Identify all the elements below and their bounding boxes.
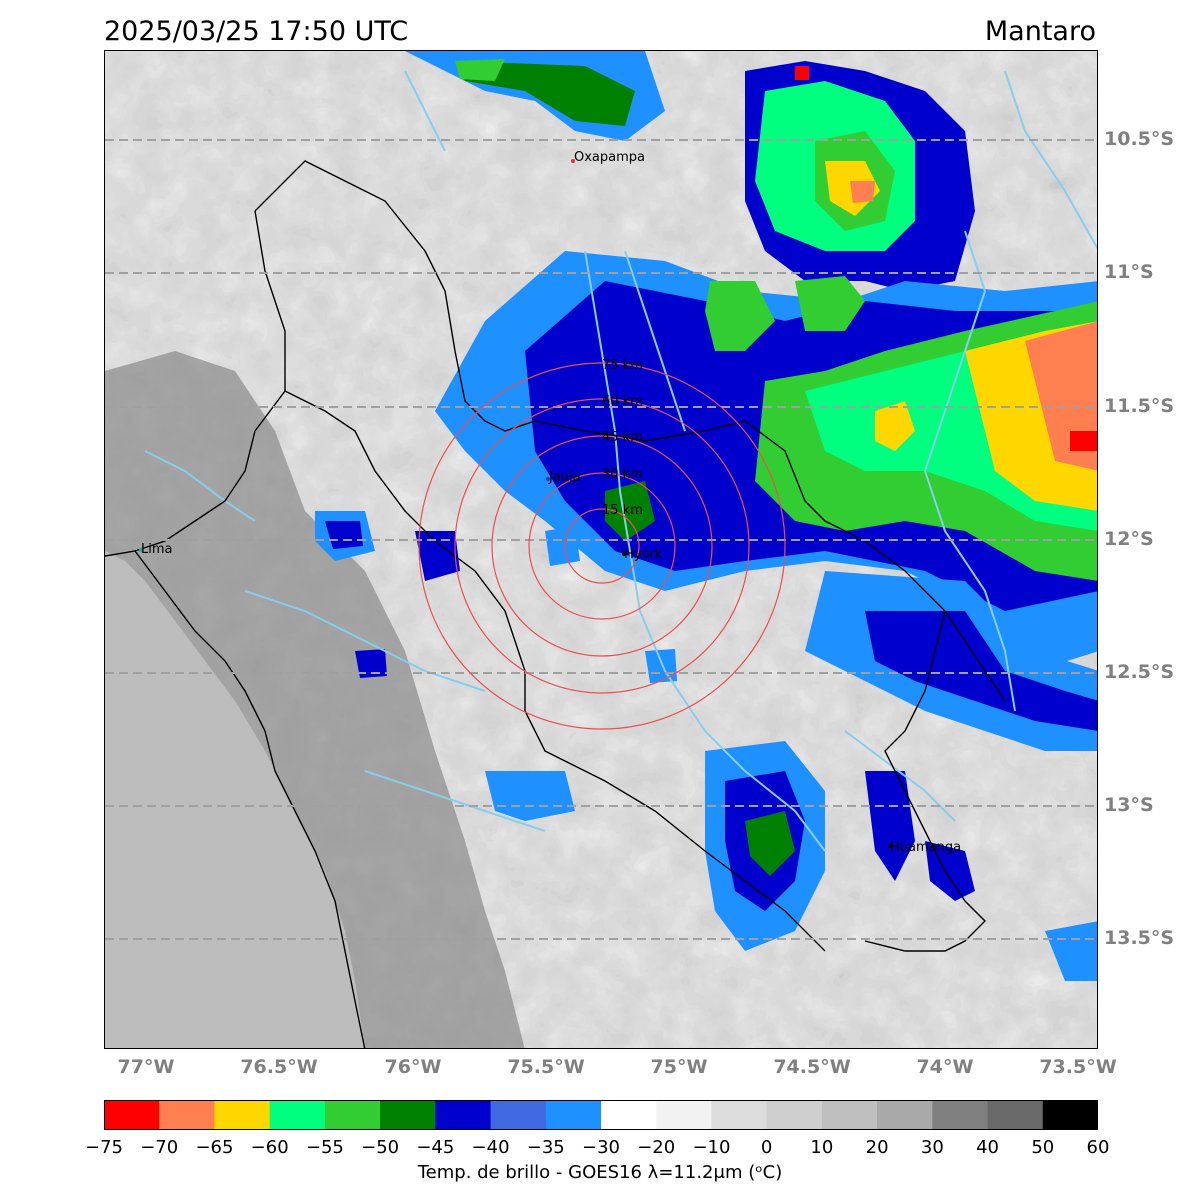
- city-dot-hyork: [622, 552, 626, 556]
- lat-label-12-5: 12.5°S: [1104, 661, 1175, 683]
- lon-label-73-5: 73.5°W: [1039, 1056, 1117, 1078]
- colorbar-swatch-4: [324, 1100, 381, 1130]
- department-borders: [105, 160, 1006, 1048]
- lon-label-76-5: 76.5°W: [240, 1056, 318, 1078]
- colorbar-swatch-9: [601, 1100, 657, 1130]
- colorbar-tick-label: −65: [195, 1137, 234, 1158]
- colorbar-tick-label: −10: [692, 1137, 731, 1158]
- colorbar-swatch-0: [104, 1100, 160, 1130]
- city-dot-huamanga: [888, 844, 892, 848]
- ring-label-75: 75 km: [602, 358, 643, 373]
- colorbar-swatch-2: [214, 1100, 271, 1130]
- colorbar-tick-label: 20: [865, 1137, 889, 1158]
- map-canvas: 15 km 30 km 45 km 60 km 75 km Oxapampa J…: [105, 51, 1097, 1048]
- city-label-oxapampa: Oxapampa: [574, 150, 645, 165]
- city-label-hyork: Hyork: [624, 547, 663, 562]
- lon-label-75: 75°W: [650, 1056, 708, 1078]
- colorbar-tick-label: −50: [361, 1137, 400, 1158]
- colorbar-tick-label: −45: [416, 1137, 455, 1158]
- cloud-tops: [315, 51, 1097, 981]
- colorbar-tick-label: −30: [582, 1137, 620, 1158]
- lat-label-11: 11°S: [1104, 261, 1154, 283]
- range-ring-60km: [454, 398, 750, 694]
- colorbar-swatch-16: [987, 1100, 1044, 1130]
- colorbar-tick-label: −20: [637, 1137, 676, 1158]
- lon-label-75-5: 75.5°W: [507, 1056, 585, 1078]
- colorbar-tick-label: −35: [526, 1137, 565, 1158]
- lon-label-74: 74°W: [916, 1056, 974, 1078]
- colorbar-swatch-1: [159, 1100, 215, 1130]
- lat-label-11-5: 11.5°S: [1104, 395, 1175, 417]
- colorbar-swatch-3: [269, 1100, 326, 1130]
- ocean: [105, 551, 365, 1048]
- city-dot-oxapampa: [571, 159, 575, 163]
- colorbar-swatch-6: [435, 1100, 492, 1130]
- city-label-lima: Lima: [141, 542, 172, 557]
- lat-label-13-5: 13.5°S: [1104, 927, 1175, 949]
- range-ring-45km: [491, 435, 713, 657]
- colorbar-tick-label: −75: [85, 1137, 123, 1158]
- lon-label-76: 76°W: [384, 1056, 442, 1078]
- colorbar-swatch-8: [545, 1100, 602, 1130]
- lon-label-74-5: 74.5°W: [773, 1056, 851, 1078]
- range-ring-15km: [564, 508, 640, 584]
- colorbar-swatch-11: [711, 1100, 768, 1130]
- colorbar-tick-label: 40: [976, 1137, 999, 1158]
- city-dot-lima: [139, 548, 143, 552]
- ring-label-45: 45 km: [602, 430, 643, 445]
- region-title: Mantaro: [984, 16, 1096, 47]
- colorbar-tick-label: 60: [1086, 1137, 1110, 1158]
- lat-label-13: 13°S: [1104, 794, 1154, 816]
- range-ring-labels: 15 km 30 km 45 km 60 km 75 km: [602, 358, 643, 518]
- ring-label-60: 60 km: [602, 394, 643, 409]
- range-ring-75km: [418, 362, 786, 730]
- colorbar-tick-label: 0: [760, 1137, 773, 1158]
- colorbar-swatch-17: [1042, 1100, 1098, 1130]
- ring-label-15: 15 km: [602, 503, 643, 518]
- colorbar-swatch-14: [877, 1100, 933, 1130]
- colorbar: [104, 1100, 1098, 1130]
- colorbar-tick-label: −55: [305, 1137, 344, 1158]
- colorbar-tick-label: −70: [140, 1137, 179, 1158]
- colorbar-tick-label: 30: [920, 1137, 944, 1158]
- lat-label-10-5: 10.5°S: [1104, 128, 1175, 150]
- colorbar-tick-label: −60: [250, 1137, 289, 1158]
- lon-label-77: 77°W: [117, 1056, 175, 1078]
- timestamp-title: 2025/03/25 17:50 UTC: [104, 16, 409, 47]
- lat-label-12: 12°S: [1104, 528, 1154, 550]
- colorbar-swatch-12: [766, 1100, 823, 1130]
- coastal-desert: [105, 351, 525, 1048]
- city-label-huamanga: Huamanga: [890, 840, 961, 855]
- latitude-gridlines: [105, 139, 1097, 940]
- colorbar-border: [104, 1100, 1098, 1130]
- city-dot-jauja: [546, 477, 550, 481]
- colorbar-swatch-10: [656, 1100, 712, 1130]
- city-markers: Oxapampa Jauja Lima Hyork Huamanga: [139, 150, 961, 855]
- colorbar-swatch-7: [490, 1100, 547, 1130]
- colorbar-swatch-15: [932, 1100, 989, 1130]
- colorbar-tick-label: 50: [1031, 1137, 1055, 1158]
- satellite-map[interactable]: 15 km 30 km 45 km 60 km 75 km Oxapampa J…: [104, 50, 1098, 1049]
- city-label-jauja: Jauja: [548, 470, 581, 485]
- colorbar-tick-label: −40: [471, 1137, 510, 1158]
- range-ring-30km: [528, 472, 676, 620]
- range-rings: [418, 362, 786, 730]
- ring-label-30: 30 km: [602, 467, 643, 482]
- colorbar-tick-label: 10: [810, 1137, 834, 1158]
- colorbar-swatch-5: [380, 1100, 436, 1130]
- rivers: [144, 70, 1097, 852]
- colorbar-label: Temp. de brillo - GOES16 λ=11.2μm (ᵒC): [417, 1162, 783, 1183]
- colorbar-swatch-13: [821, 1100, 878, 1130]
